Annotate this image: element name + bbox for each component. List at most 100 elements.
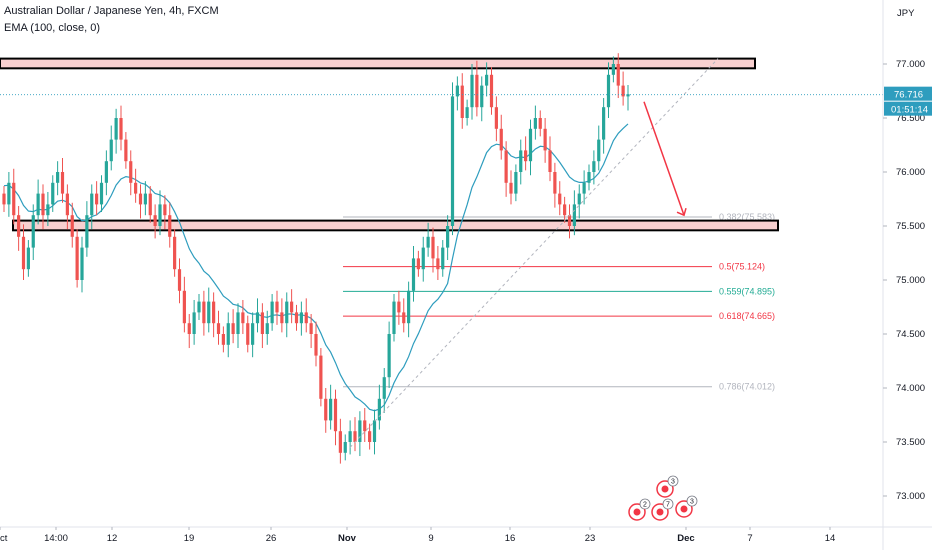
candle-body <box>465 107 469 118</box>
event-marker-4[interactable]: 3 <box>675 495 698 518</box>
candle-body <box>26 247 30 270</box>
price-axis: 77.000 76.500 76.000 75.500 75.000 74.500 74.0… <box>882 0 932 550</box>
indicator-legend[interactable]: EMA (100, close, 0) <box>4 22 100 34</box>
candle-body <box>480 85 484 108</box>
candle-body <box>241 312 245 324</box>
candle-body <box>2 193 6 205</box>
candle-body <box>41 193 45 216</box>
price-tick-label: 74.000 <box>896 383 925 394</box>
candle-body <box>212 301 216 324</box>
candle-body <box>572 204 576 226</box>
candle-body <box>485 74 489 86</box>
time-tick-label: 26 <box>266 533 277 544</box>
candle-body <box>51 182 55 205</box>
candle-body <box>207 301 211 324</box>
candle-body <box>202 301 206 324</box>
drawings <box>0 58 883 448</box>
event-marker-1[interactable]: 3 <box>656 475 679 498</box>
candle-body <box>489 74 494 108</box>
candle-body <box>36 193 40 216</box>
candle-body <box>148 193 152 216</box>
candle-body <box>231 323 235 334</box>
candle-body <box>348 431 352 442</box>
candle-body <box>509 182 513 194</box>
event-dot-icon <box>656 508 664 516</box>
candle-body <box>460 85 464 118</box>
candle-body <box>134 182 138 194</box>
candle-body <box>436 258 440 270</box>
candle-body <box>455 85 459 97</box>
price-tick-label: 76.000 <box>896 167 925 178</box>
candle-body <box>333 398 338 432</box>
candle-body <box>343 442 347 453</box>
candle-body <box>543 128 547 151</box>
candle-body <box>163 204 167 216</box>
event-count-badge <box>686 495 698 507</box>
zones <box>0 57 779 232</box>
candle-body <box>70 215 74 237</box>
candle-body <box>514 172 518 194</box>
arrow-head <box>676 207 687 217</box>
candle-body <box>426 236 430 248</box>
event-dot-icon <box>661 485 669 493</box>
candle-body <box>363 420 367 432</box>
candle-body <box>290 301 294 313</box>
time-tick-label: Oct <box>0 533 8 544</box>
candle-body <box>402 312 406 324</box>
candle-body <box>392 301 396 334</box>
candle-body <box>46 204 50 216</box>
candle-body <box>314 334 318 356</box>
event-dot-icon <box>633 508 641 516</box>
fib-level-label: 0.382(75.583) <box>719 212 775 222</box>
candle-body <box>187 323 191 334</box>
candle-body <box>382 377 386 399</box>
time-tick-label: 14 <box>825 533 836 544</box>
event-marker-3[interactable]: 7 <box>651 498 674 521</box>
candle-body <box>119 118 123 140</box>
candle-body <box>60 172 65 194</box>
candle-body <box>519 150 523 172</box>
candle-body <box>280 312 284 324</box>
candle-body <box>109 139 113 162</box>
candle-body <box>85 215 89 248</box>
candle-body <box>582 182 586 194</box>
candle-body <box>397 301 401 313</box>
candle-body <box>338 431 342 453</box>
time-tick-label: 14:00 <box>44 533 68 544</box>
price-tick-label: 76.500 <box>896 113 925 124</box>
candle-body <box>124 139 128 162</box>
event-marker-2[interactable]: 2 <box>628 498 651 521</box>
candle-body <box>611 64 615 75</box>
dashed-trendline <box>349 58 719 448</box>
candle-body <box>173 236 177 270</box>
candle-body <box>294 312 299 324</box>
candle-body <box>353 431 357 442</box>
candle-body <box>75 236 79 280</box>
candle-body <box>470 74 474 108</box>
candles <box>2 53 630 464</box>
time-tick-label: 23 <box>585 533 596 544</box>
event-count: 3 <box>690 499 694 506</box>
time-tick-label: 12 <box>107 533 118 544</box>
candle-body <box>602 107 606 140</box>
fib-level-label: 0.559(74.895) <box>719 286 775 296</box>
candle-body <box>143 193 147 205</box>
candle-body <box>587 172 591 183</box>
candle-body <box>221 334 225 345</box>
candle-body <box>90 193 94 216</box>
event-count-badge <box>639 498 651 510</box>
candle-body <box>504 150 508 183</box>
candle-body <box>99 182 104 205</box>
candle-body <box>182 290 186 324</box>
candle-body <box>216 323 221 334</box>
candle-body <box>275 301 279 313</box>
event-count: 7 <box>666 502 670 509</box>
currency-label: JPY <box>897 8 915 19</box>
candle-body <box>65 193 69 216</box>
candle-body <box>80 247 84 280</box>
candle-body <box>324 398 328 421</box>
candle-body <box>548 150 552 172</box>
candle-body <box>592 161 596 172</box>
candle-body <box>260 312 264 334</box>
